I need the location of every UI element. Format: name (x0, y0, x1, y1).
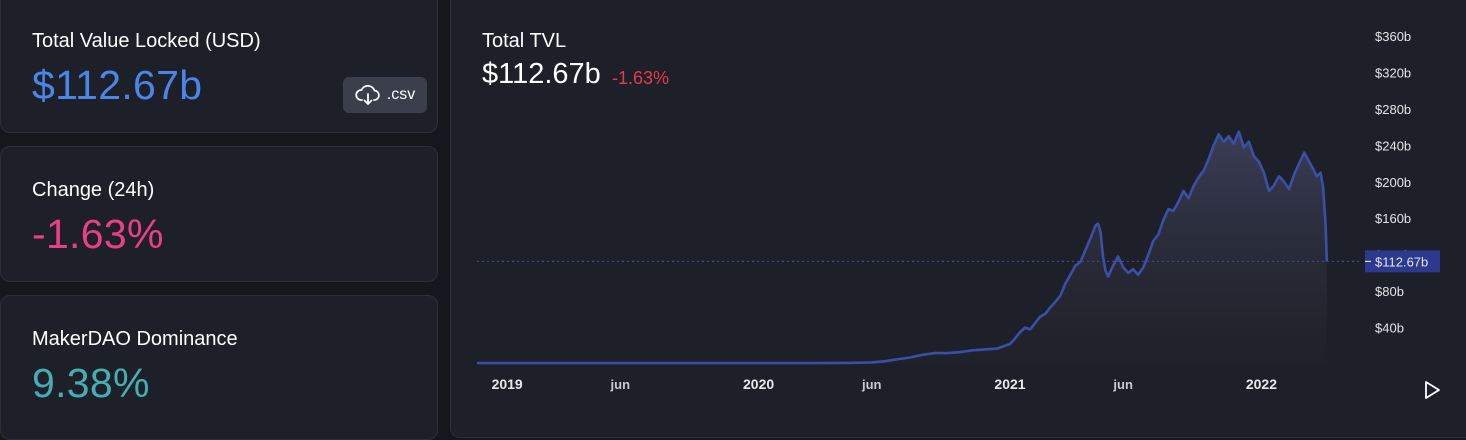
x-tick-label: jun (610, 377, 631, 392)
x-tick-label: 2019 (492, 376, 523, 392)
x-tick-label: 2022 (1246, 376, 1277, 392)
y-tick-label: $240b (1375, 138, 1411, 153)
x-tick-label: 2021 (994, 376, 1025, 392)
cloud-download-icon (355, 84, 380, 105)
y-tick-label: $200b (1375, 175, 1411, 190)
change-value: -1.63% (32, 211, 164, 257)
y-tick-label: $160b (1375, 211, 1411, 226)
tvl-series-line (477, 130, 1329, 365)
x-tick-label: jun (1112, 377, 1133, 392)
dominance-label: MakerDAO Dominance (32, 328, 238, 350)
y-tick-label: $320b (1375, 65, 1411, 80)
y-tick-label: $280b (1375, 102, 1411, 117)
y-tick-label: $40b (1375, 321, 1404, 336)
tvl-card: .csv (0, 0, 438, 133)
current-value-marker (1365, 250, 1440, 273)
tvl-value: $112.67b (32, 62, 203, 108)
tvl-area (477, 131, 1327, 364)
dominance-value: 9.38% (32, 360, 150, 406)
csv-button-label: .csv (386, 86, 416, 103)
chart-title: Total TVL (482, 30, 567, 52)
current-value-marker-label: $112.67b (1375, 254, 1428, 269)
y-tick-label: $360b (1375, 29, 1411, 44)
change-card (0, 146, 438, 282)
tvl-label: Total Value Locked (USD) (32, 30, 261, 52)
x-tick-label: jun (861, 377, 882, 392)
tvl-chart[interactable]: $40b$80b$120b$160b$200b$240b$280b$320b$3… (0, 0, 1466, 426)
x-tick-label: 2020 (743, 376, 774, 392)
chart-change: -1.63% (612, 68, 670, 88)
y-tick-label: $80b (1375, 284, 1404, 299)
chart-current-value: $112.67b (482, 58, 601, 90)
change-label: Change (24h) (32, 179, 155, 201)
play-icon[interactable] (1420, 378, 1444, 402)
dominance-card (0, 295, 438, 440)
csv-download-button[interactable]: .csv (343, 77, 427, 113)
